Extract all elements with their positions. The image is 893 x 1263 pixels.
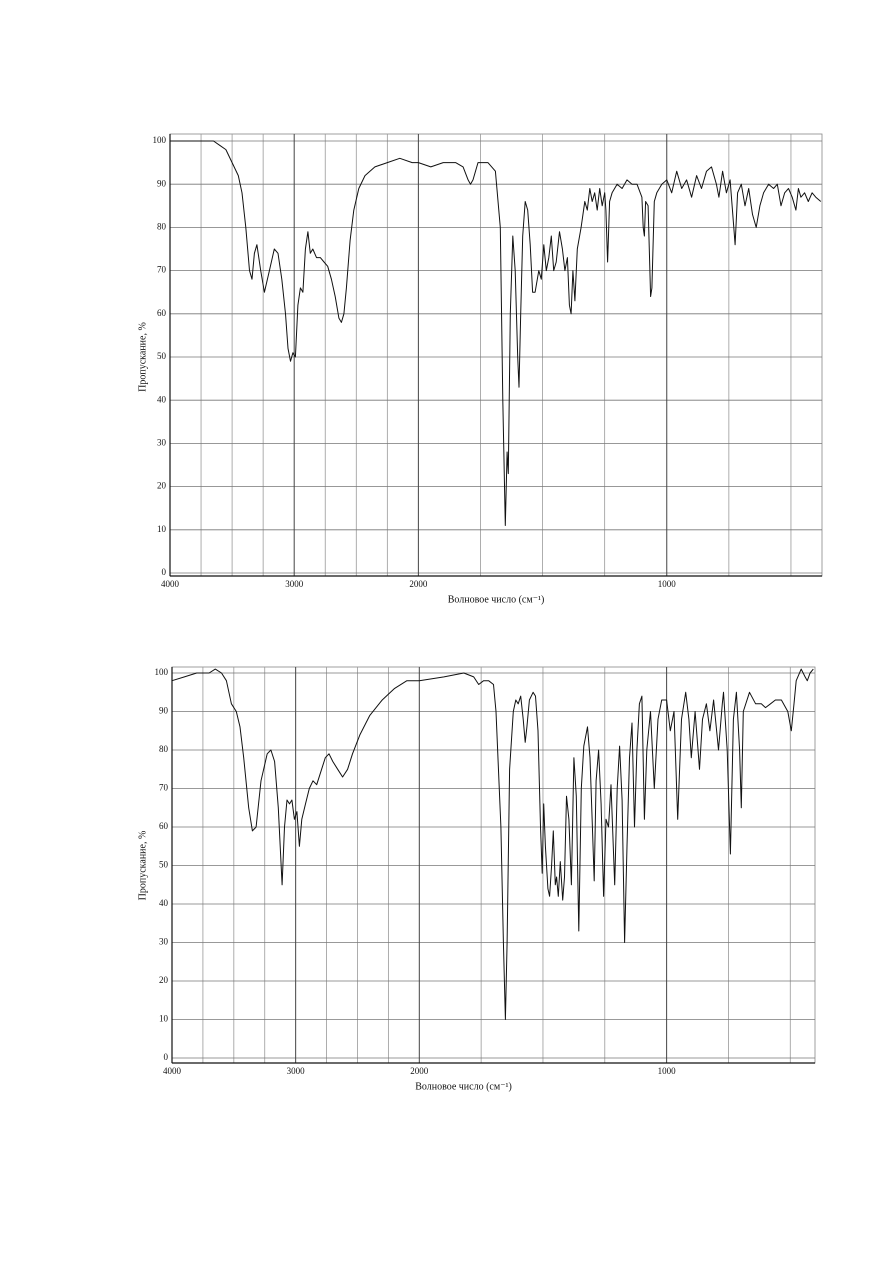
y-tick-label: 70 bbox=[159, 783, 169, 793]
y-tick-label: 10 bbox=[159, 1014, 169, 1024]
x-tick-label: 1000 bbox=[658, 579, 677, 589]
y-tick-label: 90 bbox=[159, 706, 169, 716]
x-axis-label: Волновое число (см⁻¹) bbox=[415, 1081, 512, 1092]
y-tick-label: 80 bbox=[159, 744, 169, 754]
y-tick-label: 40 bbox=[157, 394, 167, 404]
x-tick-label: 3000 bbox=[287, 1066, 306, 1076]
y-tick-label: 100 bbox=[153, 135, 167, 145]
x-axis-label: Волновое число (см⁻¹) bbox=[448, 594, 545, 605]
y-tick-label: 50 bbox=[157, 351, 167, 361]
y-tick-label: 90 bbox=[157, 178, 167, 188]
y-tick-label: 50 bbox=[159, 860, 169, 870]
x-tick-label: 4000 bbox=[161, 579, 180, 589]
spectrum-line bbox=[170, 140, 822, 526]
y-tick-label: 30 bbox=[159, 937, 169, 947]
y-tick-label: 60 bbox=[157, 308, 167, 318]
y-tick-label: 30 bbox=[157, 437, 167, 447]
x-tick-label: 2000 bbox=[409, 579, 428, 589]
y-tick-label: 0 bbox=[164, 1052, 169, 1062]
y-tick-label: 80 bbox=[157, 221, 167, 231]
y-tick-label: 40 bbox=[159, 898, 169, 908]
plot-frame bbox=[169, 133, 823, 577]
x-tick-label: 3000 bbox=[285, 579, 304, 589]
x-tick-label: 4000 bbox=[163, 1066, 182, 1076]
y-tick-label: 70 bbox=[157, 265, 167, 275]
plot-frame bbox=[171, 666, 816, 1064]
y-tick-label: 10 bbox=[157, 524, 167, 534]
y-tick-label: 20 bbox=[159, 975, 169, 985]
y-tick-label: 20 bbox=[157, 481, 167, 491]
y-tick-label: 0 bbox=[162, 567, 167, 577]
y-tick-label: 100 bbox=[155, 667, 169, 677]
spectrum-line bbox=[171, 668, 814, 1020]
x-tick-label: 1000 bbox=[658, 1066, 677, 1076]
y-axis-label: Пропускание, % bbox=[137, 831, 148, 901]
y-axis-label: Пропускание, % bbox=[137, 322, 148, 392]
x-tick-label: 2000 bbox=[410, 1066, 429, 1076]
y-tick-label: 60 bbox=[159, 821, 169, 831]
